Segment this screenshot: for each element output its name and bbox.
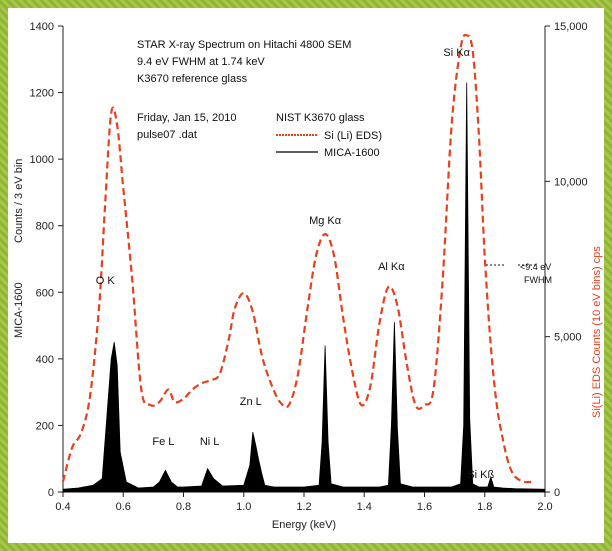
peak-label: Zn L [240, 396, 262, 408]
annotation-group: O K Fe L Ni L Zn L Mg Kα Al Kα Si Kα Si Kß [96, 47, 495, 481]
series-group [61, 33, 546, 493]
x-tick-label: 1.6 [417, 501, 432, 513]
x-tick-label: 1.0 [236, 501, 251, 513]
y-left-label-1: MICA-1600 [13, 282, 25, 338]
title-line-2: 9.4 eV FWHM at 1.74 keV [137, 56, 265, 68]
x-tick-label: 1.4 [357, 501, 372, 513]
y-left-tick-label: 400 [36, 354, 54, 366]
legend: NIST K3670 glass Si (Li) EDS) MICA-1600 [276, 112, 382, 159]
y-left-tick-label: 1000 [30, 154, 54, 166]
x-tick-label: 0.4 [55, 501, 70, 513]
series-sili-eds [61, 33, 534, 484]
x-tick-label: 2.0 [537, 501, 552, 513]
x-tick-label: 1.8 [477, 501, 492, 513]
x-axis-label: Energy (keV) [272, 519, 336, 531]
x-tick-label: 0.6 [116, 501, 131, 513]
peak-label: Mg Kα [309, 215, 342, 227]
peak-label: Ni L [200, 436, 220, 448]
x-tick-label: 0.8 [176, 501, 191, 513]
y-left-tick-label: 1200 [30, 88, 54, 100]
spectrum-chart: 0.4 0.6 0.8 1.0 1.2 1.4 1.6 1.8 2.00200400600800… [13, 21, 603, 531]
tick-group: 0.4 0.6 0.8 1.0 1.2 1.4 1.6 1.8 2.00200400600800… [30, 21, 588, 513]
peak-label: O K [96, 275, 116, 287]
chart-panel: 0.4 0.6 0.8 1.0 1.2 1.4 1.6 1.8 2.0 0 200 400 600 800… [8, 8, 604, 543]
date-line-1: Friday, Jan 15, 2010 [137, 112, 236, 124]
legend-label-mica: MICA-1600 [324, 147, 380, 159]
y-left-tick-label: 1400 [30, 21, 54, 33]
x-tick-label: 1.2 [296, 501, 311, 513]
y-left-tick-label: 200 [36, 420, 54, 432]
y-right-tick-label: 0 [554, 487, 560, 499]
y-right-tick-label: 5,000 [554, 332, 582, 344]
y-right-tick-label: 10,000 [554, 176, 588, 188]
title-line-3: K3670 reference glass [137, 73, 248, 85]
fwhm-label-2: FWHM [524, 275, 552, 285]
y-left-tick-label: 0 [48, 487, 54, 499]
peak-label: Al Kα [378, 261, 405, 273]
y-right-tick-label: 15,000 [554, 21, 588, 33]
peak-label: Si Kß [467, 469, 494, 481]
fwhm-marker: <9.4 eV FWHM [486, 262, 552, 285]
y-left-tick-label: 600 [36, 287, 54, 299]
peak-label: Si Kα [443, 47, 470, 59]
y-left-tick-label: 800 [36, 221, 54, 233]
peak-label: Fe L [152, 436, 174, 448]
legend-title: NIST K3670 glass [276, 112, 365, 124]
y-left-label-2: Counts / 3 eV bin [13, 159, 25, 243]
fwhm-label-1: <9.4 eV [520, 262, 551, 272]
title-line-1: STAR X-ray Spectrum on Hitachi 4800 SEM [137, 39, 351, 51]
legend-label-sili: Si (Li) EDS) [324, 130, 382, 142]
y-right-label: Si(Li) EDS Counts (10 eV bins) cps [591, 246, 603, 418]
series-mica-1600 [62, 82, 546, 493]
date-line-2: pulse07 .dat [137, 129, 197, 141]
